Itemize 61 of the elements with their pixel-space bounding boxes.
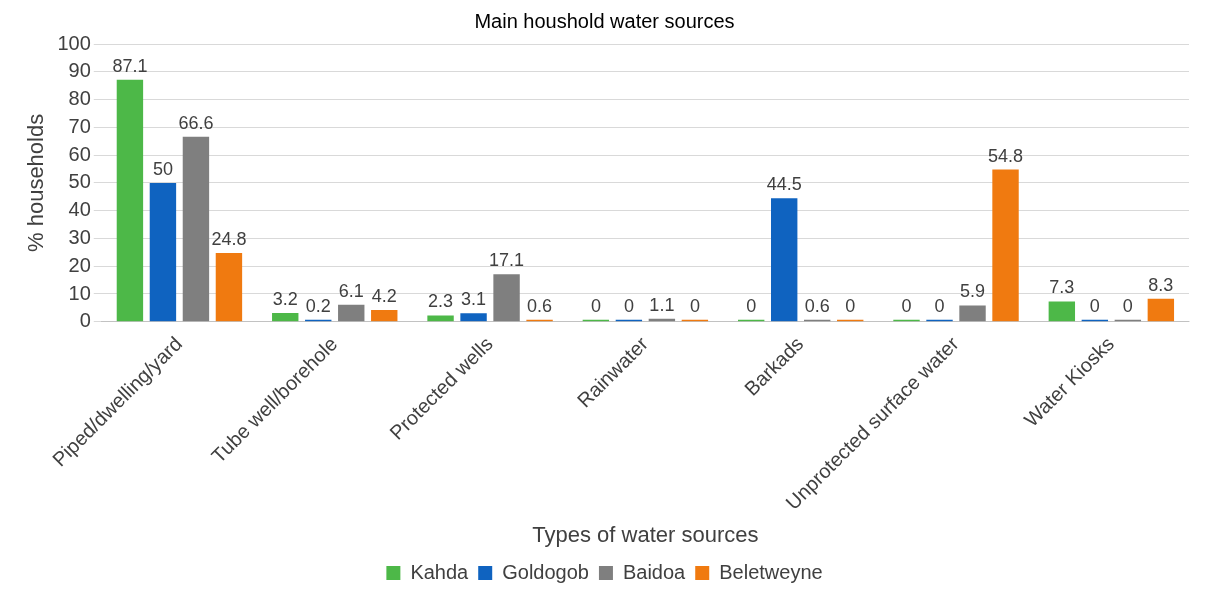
bar <box>338 304 365 322</box>
y-tick-label: 100 <box>57 31 91 54</box>
bar <box>959 305 986 322</box>
data-label: 44.5 <box>766 174 802 195</box>
data-label: 6.1 <box>338 280 364 301</box>
bar <box>771 198 798 322</box>
data-label: 17.1 <box>489 250 525 271</box>
data-label: 1.1 <box>649 294 675 315</box>
data-label: 0.6 <box>527 295 553 316</box>
data-label: 0.6 <box>804 295 830 316</box>
data-label: 54.8 <box>988 145 1024 166</box>
data-label: 0 <box>623 295 634 316</box>
x-axis-title: Types of water sources <box>532 521 759 547</box>
bar <box>116 79 144 322</box>
legend-label: Beletweyne <box>719 560 823 583</box>
data-label: 0 <box>1089 295 1100 316</box>
data-label: 4.2 <box>371 286 397 307</box>
data-label: 3.2 <box>272 288 298 309</box>
bar <box>1048 301 1076 322</box>
bar <box>493 274 520 322</box>
bar <box>182 136 210 322</box>
data-label: 50 <box>152 158 173 179</box>
y-tick-label: 20 <box>68 253 91 276</box>
data-label: 0 <box>1122 295 1133 316</box>
chart-title: Main houshold water sources <box>474 9 735 32</box>
data-label: 8.3 <box>1148 274 1174 295</box>
y-tick-label: 70 <box>68 114 91 137</box>
bar <box>149 182 177 322</box>
bar <box>992 169 1019 322</box>
data-label: 0 <box>934 295 945 316</box>
data-label: 24.8 <box>211 228 247 249</box>
bar <box>427 315 454 322</box>
bar <box>371 310 398 322</box>
data-label: 0 <box>689 295 700 316</box>
data-label: 0 <box>845 295 856 316</box>
bar <box>1147 298 1175 322</box>
data-label: 87.1 <box>112 55 148 76</box>
legend-label: Kahda <box>410 560 470 583</box>
y-tick-label: 90 <box>68 59 91 82</box>
y-axis-title: % households <box>23 113 49 252</box>
legend-label: Goldogob <box>502 560 589 583</box>
data-label: 5.9 <box>960 281 986 302</box>
y-tick-label: 30 <box>68 225 91 248</box>
data-label: 7.3 <box>1049 277 1075 298</box>
legend-label: Baidoa <box>622 560 687 583</box>
bar <box>272 312 299 322</box>
y-tick-label: 80 <box>68 87 91 110</box>
y-tick-label: 10 <box>68 281 91 304</box>
data-label: 0 <box>590 295 601 316</box>
y-tick-label: 40 <box>68 198 91 221</box>
y-tick-label: 50 <box>68 170 91 193</box>
bar <box>215 252 243 322</box>
data-label: 66.6 <box>178 112 214 133</box>
y-tick-label: 60 <box>68 142 91 165</box>
y-tick-label: 0 <box>79 309 91 332</box>
data-label: 2.3 <box>428 291 454 312</box>
data-label: 0 <box>901 295 912 316</box>
data-label: 3.1 <box>461 289 487 310</box>
data-label: 0.2 <box>305 295 331 316</box>
data-label: 0 <box>746 295 757 316</box>
bar <box>460 313 487 322</box>
